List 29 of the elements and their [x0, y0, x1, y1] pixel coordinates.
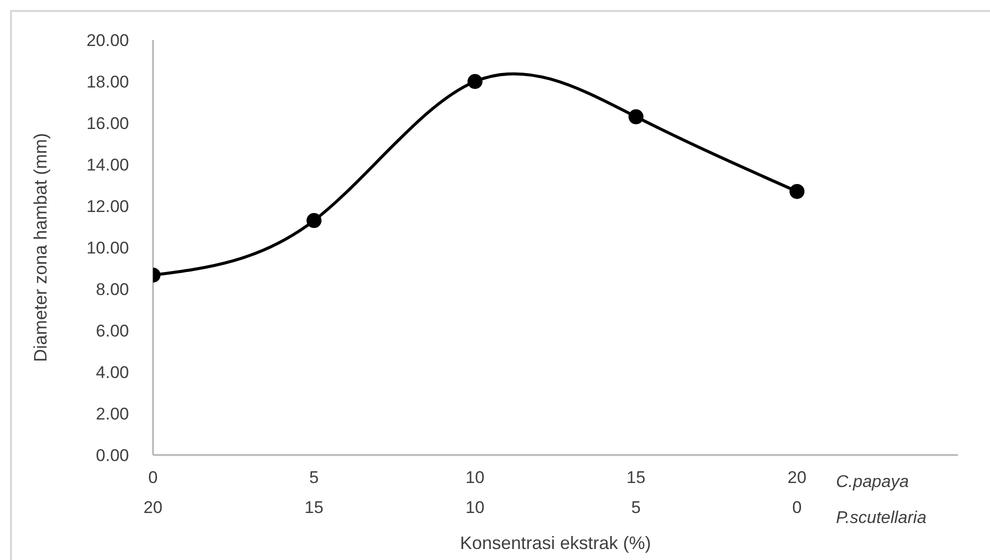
- y-tick-label: 0.00: [96, 446, 129, 466]
- y-tick-label: 4.00: [96, 363, 129, 382]
- y-tick-label: 14.00: [86, 156, 129, 175]
- point: [790, 184, 804, 199]
- x-tick-label: 15: [626, 468, 646, 488]
- y-tick-label: 12.00: [86, 197, 129, 216]
- y-tick-label: 18.00: [86, 72, 129, 92]
- y-tick-label: 8.00: [96, 280, 129, 300]
- x-tick-label: 10: [466, 468, 484, 488]
- point: [628, 109, 644, 124]
- y-tick-label: 6.00: [96, 322, 129, 341]
- x-tick-label: 5: [309, 468, 319, 488]
- x-tick-label: 20: [788, 468, 806, 488]
- y-tick-label: 10.00: [86, 238, 129, 258]
- x2-tick-label: 10: [466, 498, 484, 518]
- x2-tick-label: 5: [631, 498, 641, 518]
- y-tick-label: 16.00: [86, 114, 129, 134]
- point: [468, 74, 482, 89]
- x2-tick-label: 20: [144, 498, 162, 518]
- x-axis-title: Konsentrasi ekstrak (%): [460, 533, 652, 553]
- y-tick-label: 20.00: [86, 31, 129, 50]
- x2-tick-label: 15: [304, 498, 324, 518]
- x2-tick-label: 0: [792, 498, 802, 518]
- y-axis-title: Diameter zona hambat (mm): [30, 132, 50, 362]
- x-tick-label: 0: [148, 468, 158, 488]
- y-tick-label: 2.00: [96, 404, 129, 424]
- point: [306, 213, 322, 228]
- text: P.scutellaria: [836, 508, 926, 528]
- text: C.papaya: [836, 472, 909, 492]
